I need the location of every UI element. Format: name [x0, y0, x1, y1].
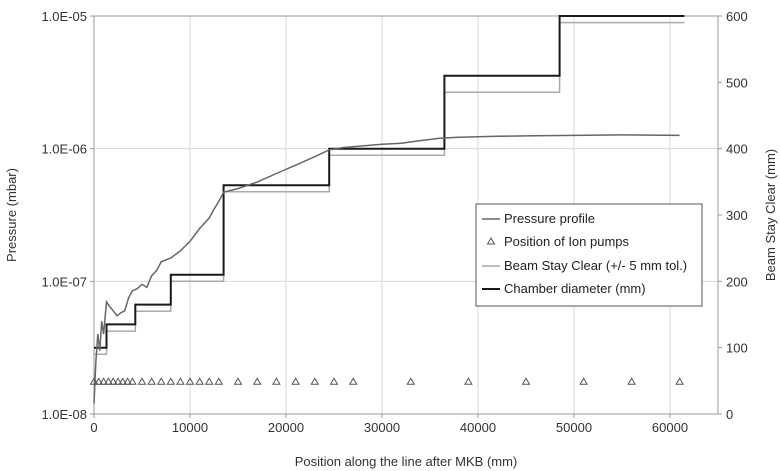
x-tick-label: 30000: [364, 420, 400, 435]
right-y-tick-label: 600: [726, 9, 748, 24]
ion-pump-marker: [195, 377, 204, 385]
x-axis-ticks: 0 10000 20000 30000 40000 50000 60000: [90, 414, 688, 435]
x-tick-label: 50000: [556, 420, 592, 435]
ion-pump-marker: [94, 377, 104, 385]
ion-pump-marker: [185, 377, 195, 385]
legend-box: [475, 203, 703, 307]
ion-pump-marker: [89, 377, 99, 385]
ion-pump-marker: [675, 377, 684, 385]
legend-pumps-swatch: [486, 237, 496, 245]
ion-pump-marker: [137, 377, 147, 385]
left-y-tick-label: 1.0E-06: [41, 142, 87, 157]
x-axis-title: Position along the line after MKB (mm): [295, 454, 518, 469]
ion-pump-marker: [329, 377, 339, 385]
ion-pump-marker: [113, 377, 123, 385]
x-tick-label: 0: [90, 420, 97, 435]
chamber-diameter-line: [94, 15, 685, 349]
ion-pump-marker: [176, 377, 185, 385]
ion-pump-marker: [123, 377, 132, 385]
legend-pumps-label: Position of Ion pumps: [504, 234, 630, 249]
left-y-tick-label: 1.0E-07: [41, 274, 87, 289]
legend-pressure-label: Pressure profile: [504, 211, 595, 226]
ion-pump-marker: [233, 377, 243, 385]
ion-pump-marker: [108, 377, 118, 385]
ion-pump-marker: [104, 377, 113, 385]
right-y-axis-title: Beam Stay Clear (mm): [763, 149, 778, 281]
x-tick-label: 20000: [268, 420, 304, 435]
pressure-profile-line: [93, 134, 680, 404]
right-y-tick-label: 200: [726, 274, 748, 289]
ion-pump-marker: [128, 377, 137, 385]
ion-pump-marker: [252, 377, 262, 385]
ion-pump-marker: [272, 377, 281, 385]
legend-chamber-label: Chamber diameter (mm): [504, 281, 646, 296]
series-layer: [89, 15, 685, 404]
right-y-tick-label: 400: [726, 142, 748, 157]
ion-pump-marker: [204, 377, 214, 385]
left-y-axis-ticks: 1.0E-08 1.0E-07 1.0E-06 1.0E-05: [41, 9, 94, 422]
right-y-axis-ticks: 0 100 200 300 400 500 600: [718, 9, 748, 422]
ion-pump-marker: [521, 377, 531, 385]
left-y-tick-label: 1.0E-08: [41, 407, 87, 422]
right-y-tick-label: 500: [726, 75, 748, 90]
legend-bsc-label: Beam Stay Clear (+/- 5 mm tol.): [504, 258, 687, 273]
x-tick-label: 10000: [172, 420, 208, 435]
right-y-tick-label: 300: [726, 208, 748, 223]
ion-pump-marker: [627, 377, 636, 385]
x-tick-label: 40000: [460, 420, 496, 435]
ion-pump-marker: [579, 377, 588, 385]
left-y-tick-label: 1.0E-05: [41, 9, 87, 24]
ion-pump-marker: [348, 377, 358, 385]
ion-pump-marker: [406, 377, 416, 385]
x-tick-label: 60000: [652, 420, 688, 435]
ion-pump-marker: [118, 377, 128, 385]
ion-pump-marker: [99, 377, 108, 385]
right-y-tick-label: 100: [726, 341, 748, 356]
left-y-axis-title: Pressure (mbar): [4, 168, 19, 262]
ion-pump-marker: [464, 377, 473, 385]
ion-pump-marker: [214, 377, 224, 385]
ion-pump-marker: [310, 377, 320, 385]
ion-pump-marker: [156, 377, 166, 385]
ion-pump-marker: [291, 377, 300, 385]
right-y-tick-label: 0: [726, 407, 733, 422]
ion-pump-marker: [147, 377, 156, 385]
ion-pump-marker: [166, 377, 176, 385]
legend: Pressure profile Position of Ion pumps B…: [475, 203, 703, 307]
